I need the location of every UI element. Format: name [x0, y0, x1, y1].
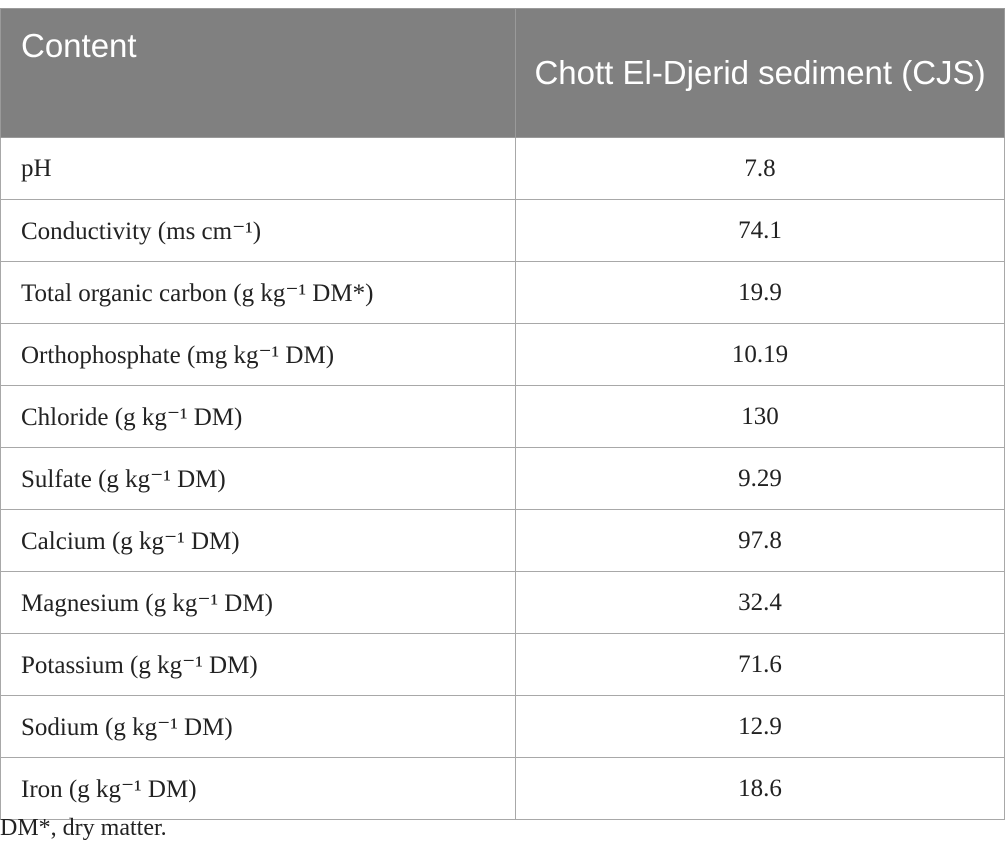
row-value: 18.6 [515, 757, 1005, 820]
row-value: 9.29 [515, 447, 1005, 510]
row-label: Iron (g kg⁻¹ DM) [0, 757, 516, 820]
sediment-properties-table: Content Chott El-Djerid sediment (CJS) p… [0, 8, 1005, 820]
row-label: Orthophosphate (mg kg⁻¹ DM) [0, 323, 516, 386]
row-label: Sulfate (g kg⁻¹ DM) [0, 447, 516, 510]
row-value: 97.8 [515, 509, 1005, 572]
row-label: Chloride (g kg⁻¹ DM) [0, 385, 516, 448]
table-body: pH 7.8 Conductivity (ms cm⁻¹) 74.1 Total… [0, 137, 1005, 820]
row-label: Magnesium (g kg⁻¹ DM) [0, 571, 516, 634]
row-label: Calcium (g kg⁻¹ DM) [0, 509, 516, 572]
table-footnote: DM*, dry matter. [0, 815, 167, 841]
row-label: pH [0, 137, 516, 200]
table-row: Chloride (g kg⁻¹ DM) 130 [0, 385, 1005, 448]
row-value: 10.19 [515, 323, 1005, 386]
table-row: Iron (g kg⁻¹ DM) 18.6 [0, 757, 1005, 820]
row-value: 19.9 [515, 261, 1005, 324]
row-value: 32.4 [515, 571, 1005, 634]
table-row: Magnesium (g kg⁻¹ DM) 32.4 [0, 571, 1005, 634]
row-value: 7.8 [515, 137, 1005, 200]
row-value: 71.6 [515, 633, 1005, 696]
row-value: 12.9 [515, 695, 1005, 758]
table-row: Sodium (g kg⁻¹ DM) 12.9 [0, 695, 1005, 758]
header-cjs: Chott El-Djerid sediment (CJS) [515, 8, 1005, 138]
row-value: 74.1 [515, 199, 1005, 262]
table-row: pH 7.8 [0, 137, 1005, 200]
table-row: Orthophosphate (mg kg⁻¹ DM) 10.19 [0, 323, 1005, 386]
row-label: Conductivity (ms cm⁻¹) [0, 199, 516, 262]
row-label: Sodium (g kg⁻¹ DM) [0, 695, 516, 758]
table-row: Conductivity (ms cm⁻¹) 74.1 [0, 199, 1005, 262]
row-value: 130 [515, 385, 1005, 448]
header-row: Content Chott El-Djerid sediment (CJS) [0, 8, 1005, 138]
table-header: Content Chott El-Djerid sediment (CJS) [0, 8, 1005, 138]
table-row: Potassium (g kg⁻¹ DM) 71.6 [0, 633, 1005, 696]
table-row: Total organic carbon (g kg⁻¹ DM*) 19.9 [0, 261, 1005, 324]
row-label: Total organic carbon (g kg⁻¹ DM*) [0, 261, 516, 324]
header-content: Content [0, 8, 516, 138]
table-row: Sulfate (g kg⁻¹ DM) 9.29 [0, 447, 1005, 510]
table-row: Calcium (g kg⁻¹ DM) 97.8 [0, 509, 1005, 572]
row-label: Potassium (g kg⁻¹ DM) [0, 633, 516, 696]
